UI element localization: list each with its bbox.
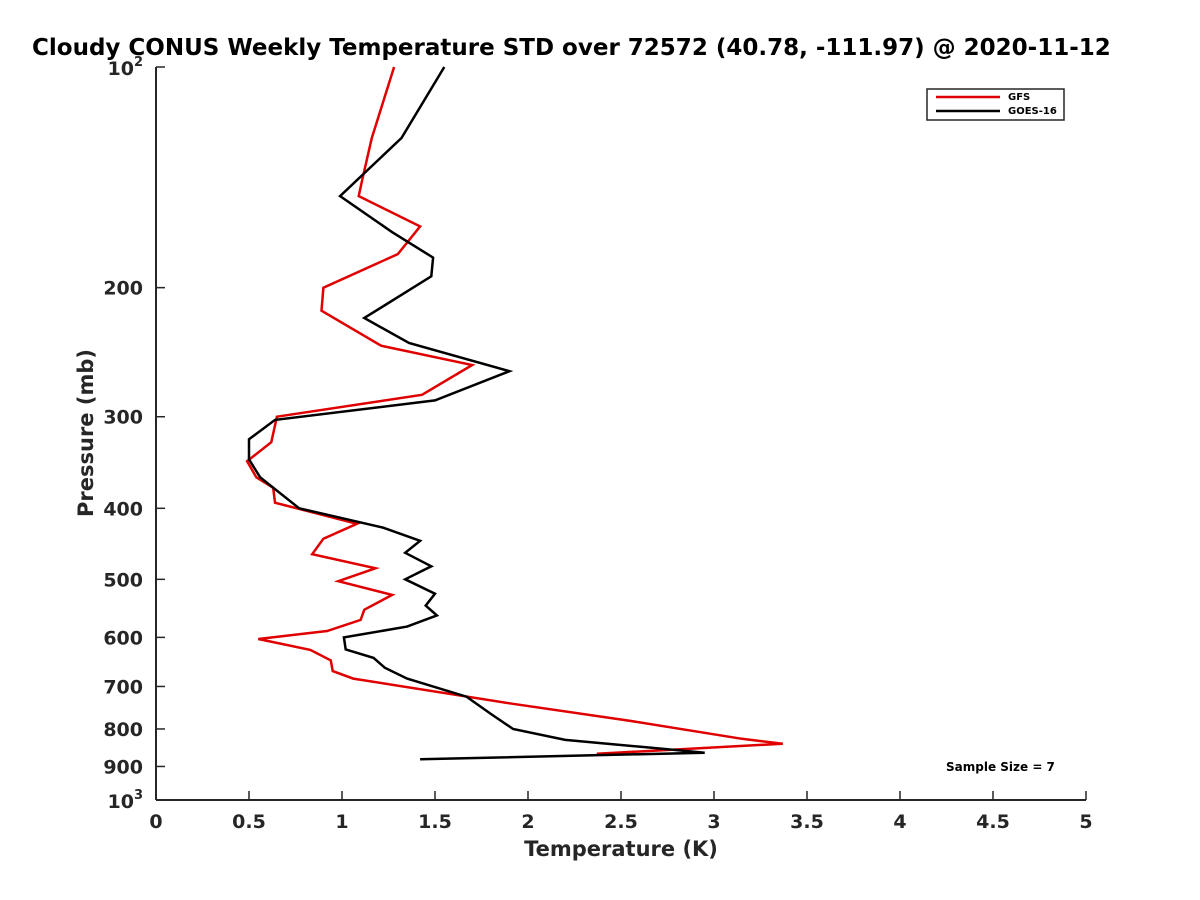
x-tick-label: 0.5 [232, 811, 266, 833]
legend-box [926, 88, 1065, 121]
series-line-goes16 [247, 66, 705, 761]
sample-size-annotation: Sample Size = 7 [946, 760, 1055, 774]
x-tick-label: 0 [149, 811, 162, 833]
plot-area [156, 67, 1086, 800]
x-tick-label: 2 [521, 811, 534, 833]
y-tick-label: 300 [103, 407, 143, 429]
series-layer [245, 66, 783, 761]
x-tick-label: 4.5 [976, 811, 1010, 833]
y-tick-label: 200 [103, 278, 143, 300]
y-tick-label: 600 [103, 627, 143, 649]
legend: GFS GOES-16 [926, 88, 1065, 121]
series-line-gfs [245, 66, 783, 756]
x-axis-label: Temperature (K) [524, 837, 718, 861]
y-tick-label: 900 [103, 756, 143, 778]
y-tick-exponent: 2 [134, 55, 143, 70]
chart-title: Cloudy CONUS Weekly Temperature STD over… [32, 35, 1111, 61]
x-tick-label: 5 [1079, 811, 1092, 833]
x-tick-label: 3 [707, 811, 720, 833]
y-tick-label: 500 [103, 569, 143, 591]
y-tick-label: 103 [108, 788, 144, 813]
y-tick-label: 700 [103, 676, 143, 698]
y-tick-label: 400 [103, 498, 143, 520]
y-tick-label: 102 [108, 55, 144, 80]
y-tick-exponent: 3 [134, 788, 143, 803]
x-tick-label: 4 [893, 811, 906, 833]
legend-label-goes16: GOES-16 [1008, 106, 1057, 117]
y-tick-base: 10 [108, 791, 134, 813]
y-tick-base: 10 [108, 58, 134, 80]
x-tick-label: 1 [335, 811, 348, 833]
x-tick-label: 2.5 [604, 811, 638, 833]
legend-label-gfs: GFS [1008, 92, 1030, 103]
y-axis-label: Pressure (mb) [74, 349, 98, 517]
y-tick-label: 800 [103, 719, 143, 741]
x-ticks: 0 0.5 1 1.5 2 2.5 3 3.5 4 4.5 5 [149, 791, 1093, 833]
x-tick-label: 3.5 [790, 811, 824, 833]
x-tick-label: 1.5 [418, 811, 452, 833]
